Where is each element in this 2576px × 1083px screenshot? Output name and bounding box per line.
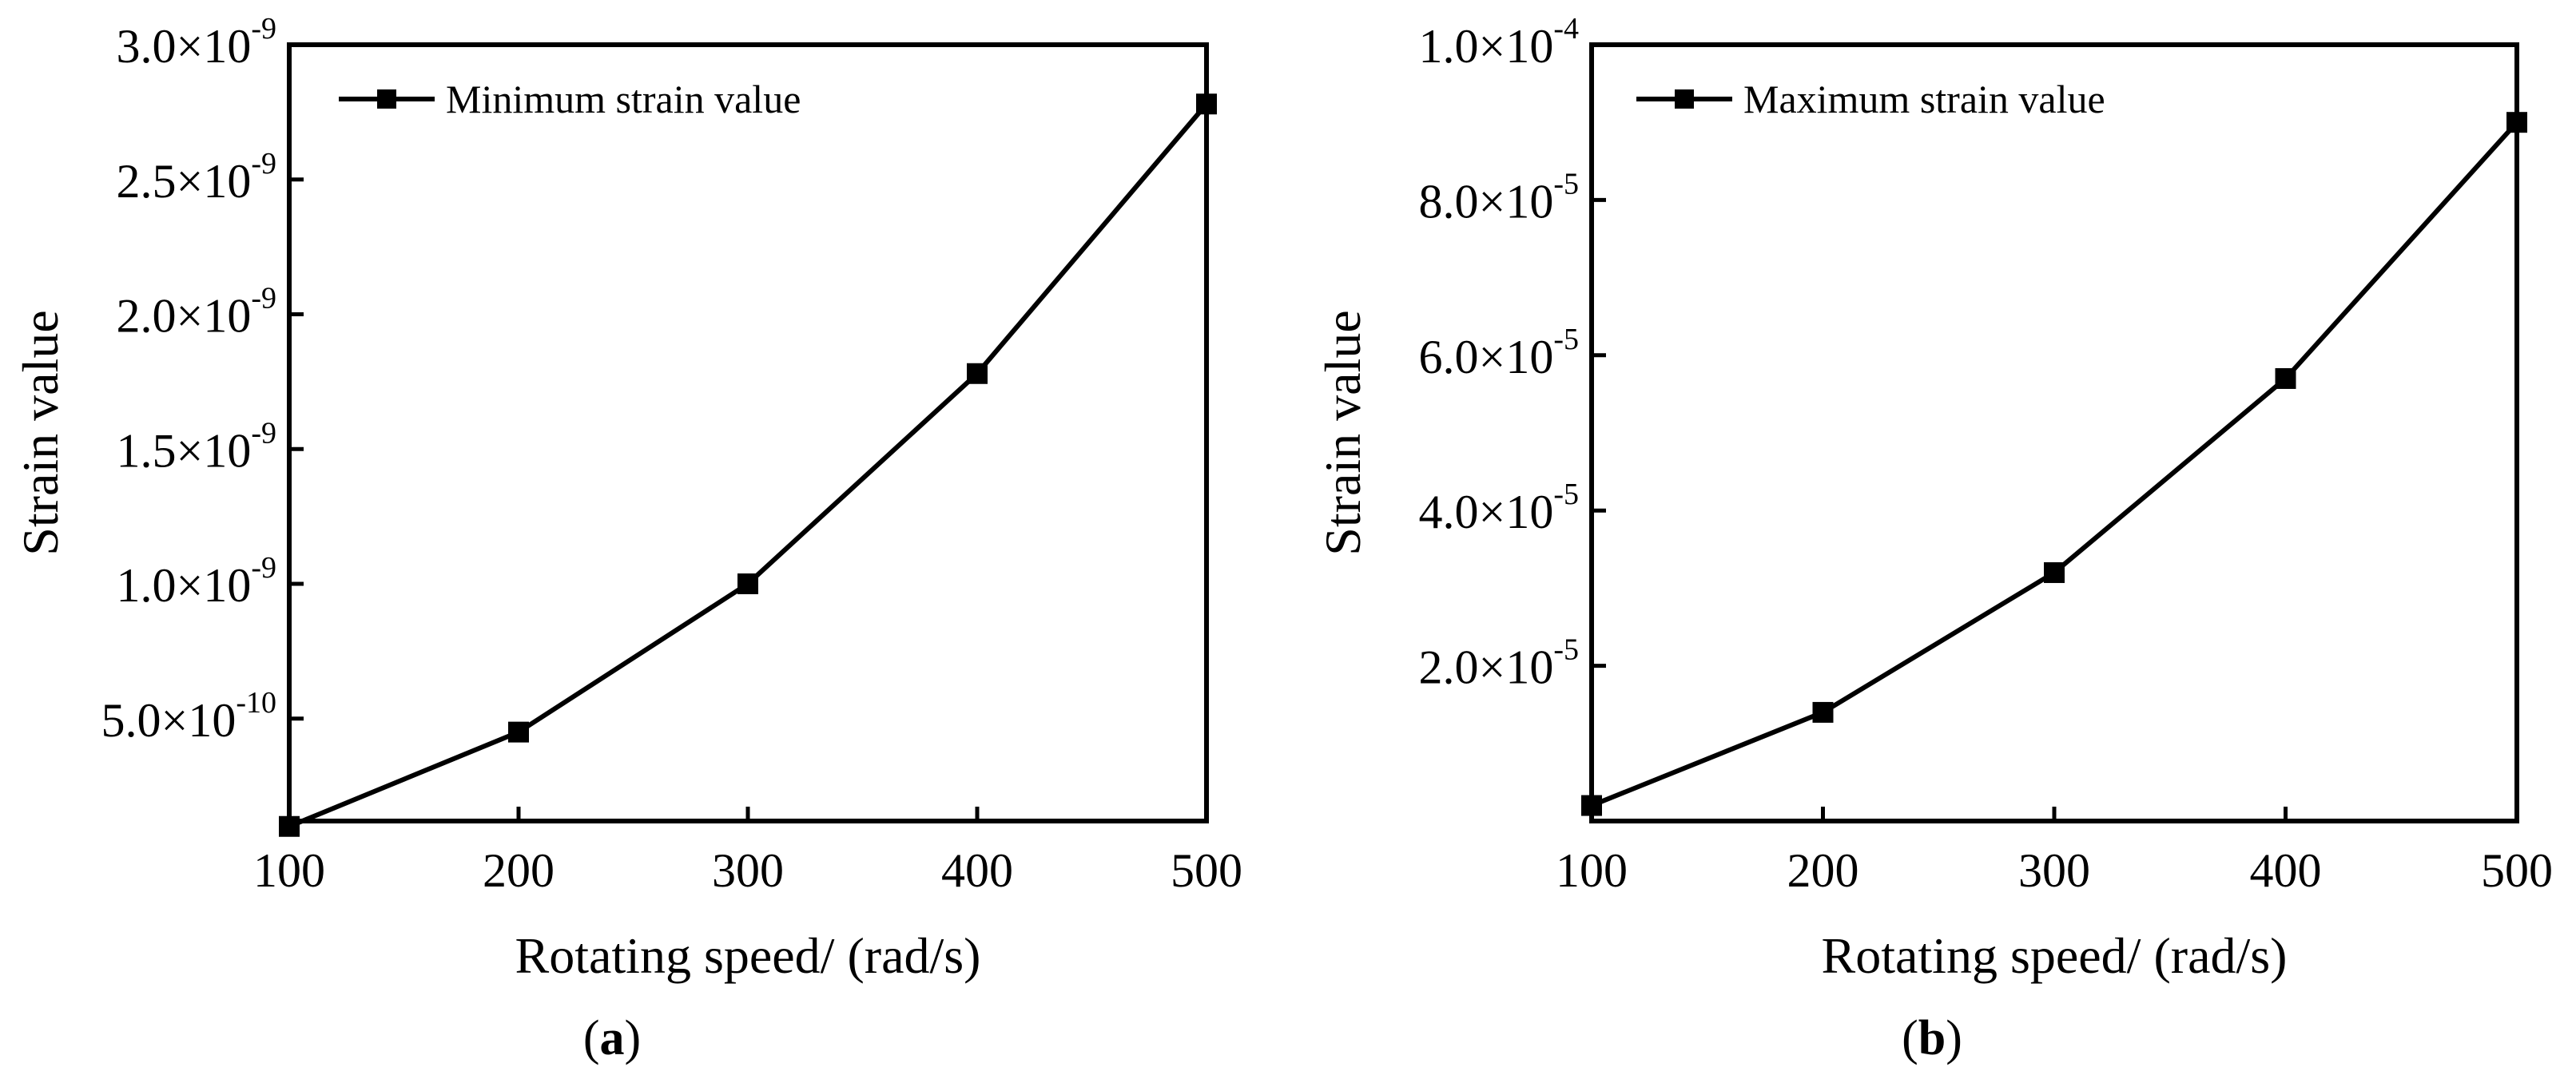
b-y-axis-title: Strain value xyxy=(1314,310,1371,555)
panel-b-label: b xyxy=(1918,1011,1946,1065)
panel-a-caption: (a) xyxy=(583,1011,641,1065)
b-y-tick-label: 4.0×10-5 xyxy=(1419,478,1580,538)
a-legend-label: Minimum strain value xyxy=(446,77,801,121)
a-x-tick-label: 500 xyxy=(1171,844,1242,897)
b-x-tick-label: 200 xyxy=(1787,844,1859,897)
b-data-point xyxy=(1812,701,1834,723)
chart-panel-a: 100 200 300 400 500 5.0×10-10 1.0×10-9 1.5×10-9… xyxy=(12,12,1242,984)
a-legend-marker xyxy=(377,89,396,109)
b-legend-marker xyxy=(1675,89,1694,109)
a-data-point xyxy=(967,363,988,384)
a-y-tick-label: 2.0×10-9 xyxy=(117,282,277,343)
b-x-tick-label: 300 xyxy=(2018,844,2090,897)
a-x-axis-title: Rotating speed/ (rad/s) xyxy=(515,927,981,984)
a-y-axis-title: Strain value xyxy=(12,310,69,555)
b-x-axis-title: Rotating speed/ (rad/s) xyxy=(1822,927,2288,984)
b-x-tick-label: 500 xyxy=(2481,844,2553,897)
a-y-tick-label: 1.5×10-9 xyxy=(117,416,277,477)
b-data-point xyxy=(2506,112,2527,133)
a-y-tick-label: 1.0×10-9 xyxy=(117,551,277,612)
b-legend-label: Maximum strain value xyxy=(1743,77,2105,121)
b-data-point xyxy=(2275,367,2296,389)
a-y-tick-label: 5.0×10-10 xyxy=(101,686,277,747)
panel-b-caption: (b) xyxy=(1902,1011,1962,1065)
b-data-point xyxy=(1581,795,1602,816)
b-data-point xyxy=(2044,561,2065,583)
a-data-point xyxy=(1196,93,1217,115)
a-x-tick-label: 300 xyxy=(712,844,784,897)
a-data-point xyxy=(508,721,529,743)
b-x-tick-label: 100 xyxy=(1556,844,1628,897)
a-x-tick-label: 400 xyxy=(941,844,1013,897)
a-y-tick-label: 2.5×10-9 xyxy=(117,147,277,208)
a-x-tick-label: 100 xyxy=(253,844,325,897)
b-x-tick-label: 400 xyxy=(2250,844,2322,897)
a-x-tick-label: 200 xyxy=(483,844,555,897)
b-y-tick-label: 1.0×10-4 xyxy=(1419,12,1580,73)
chart-panel-b: 100 200 300 400 500 2.0×10-5 4.0×10-5 6.0×10-5 8… xyxy=(1314,12,2553,984)
b-y-tick-label: 2.0×10-5 xyxy=(1419,633,1580,694)
b-y-tick-label: 8.0×10-5 xyxy=(1419,167,1580,228)
b-y-tick-label: 6.0×10-5 xyxy=(1419,323,1580,383)
a-y-tick-label: 3.0×10-9 xyxy=(117,12,277,73)
a-data-point xyxy=(737,573,758,594)
panel-a-label: a xyxy=(600,1011,625,1065)
a-data-point xyxy=(279,815,300,837)
